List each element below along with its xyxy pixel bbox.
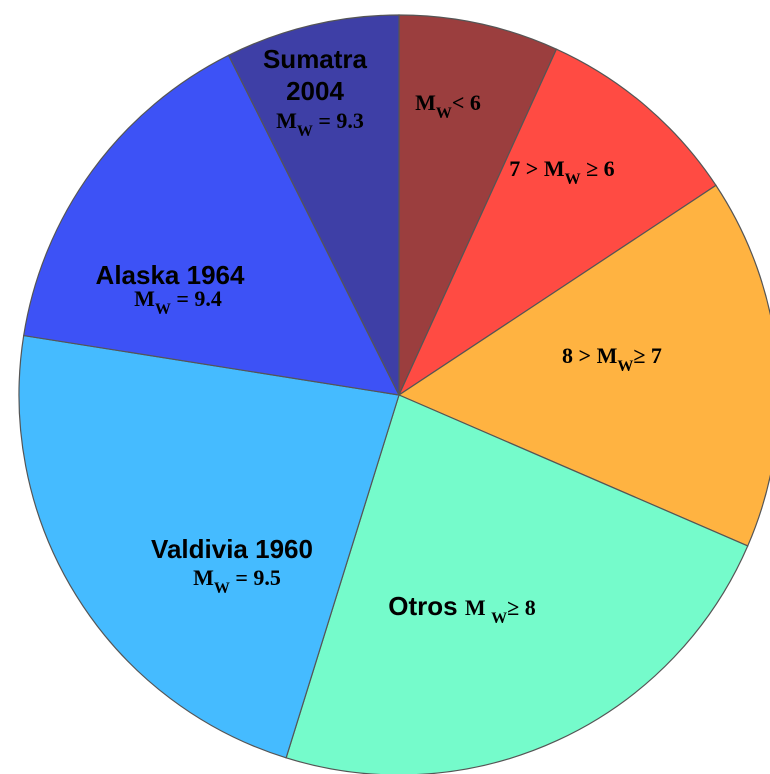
pie-slice-8-mw-7 bbox=[397, 184, 770, 547]
slice-title-sumatra-2004-line2: 2004 bbox=[286, 76, 344, 106]
pie-slice-alaska-1964 bbox=[22, 54, 401, 396]
slice-title-alaska-1964: Alaska 1964 bbox=[96, 260, 245, 290]
pie-slice-7-mw-6 bbox=[397, 48, 717, 397]
pie-labels: MW< 6 7 > MW ≥ 6 8 > MW≥ 7 Otros M W≥ 8 Vald… bbox=[96, 44, 662, 627]
pie-slice-otros-mw-8 bbox=[285, 394, 749, 774]
pie-slice-mw-6 bbox=[398, 14, 558, 396]
slice-magnitude-7-mw-6: 7 > MW ≥ 6 bbox=[509, 156, 614, 188]
slice-title-valdivia-1960: Valdivia 1960 bbox=[151, 534, 313, 564]
slice-title-sumatra-2004-line1: Sumatra bbox=[263, 44, 368, 74]
pie-slice-sumatra-2004 bbox=[227, 14, 400, 396]
slice-label-otros-mw-8: Otros M W≥ 8 bbox=[388, 591, 535, 627]
slice-magnitude-alaska-1964: MW = 9.4 bbox=[134, 286, 222, 318]
slice-magnitude-8-mw-7: 8 > MW≥ 7 bbox=[562, 343, 662, 375]
slice-magnitude-sumatra-2004: MW = 9.3 bbox=[276, 108, 364, 140]
slice-magnitude-mw-6: MW< 6 bbox=[415, 90, 481, 122]
pie-slice-valdivia-1960 bbox=[18, 334, 400, 759]
pie-slices bbox=[18, 14, 770, 774]
slice-magnitude-valdivia-1960: MW = 9.5 bbox=[193, 565, 281, 597]
